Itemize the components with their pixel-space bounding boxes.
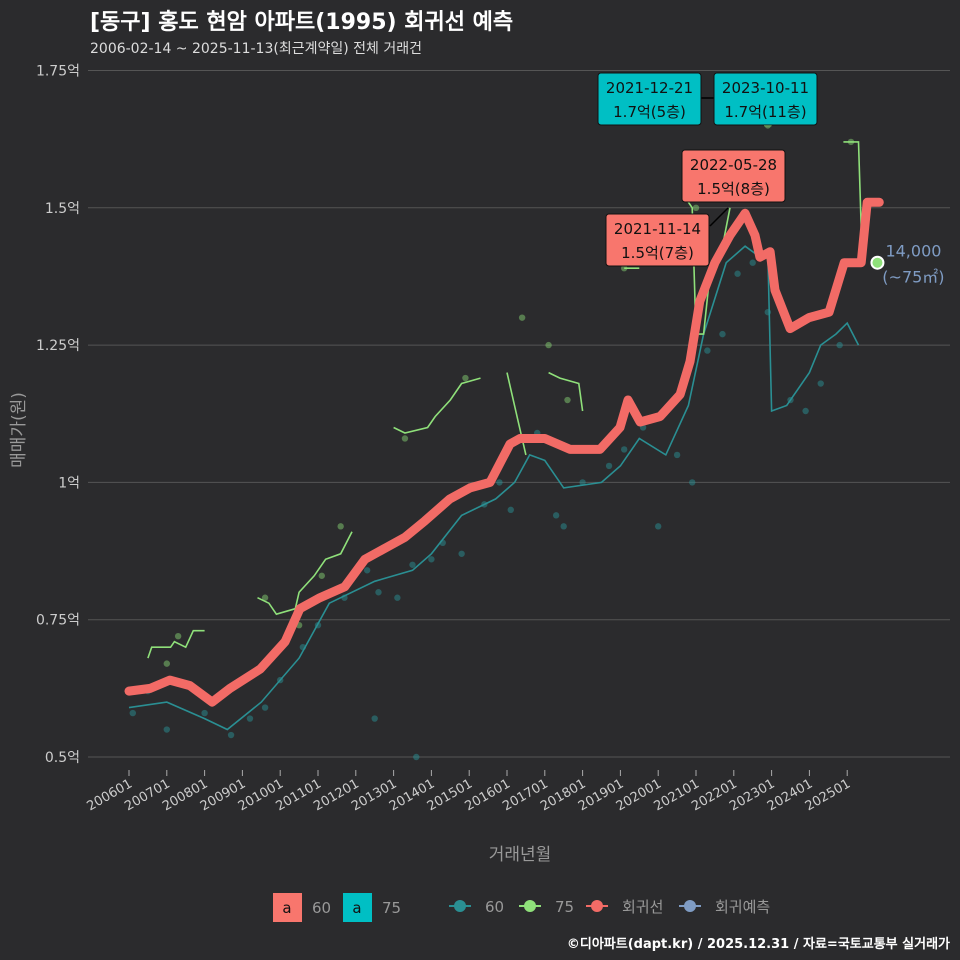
point-60	[371, 715, 378, 722]
legend-label: 75	[555, 898, 574, 916]
regression-line	[124, 197, 884, 707]
point-75	[337, 523, 344, 530]
annotation-date: 2021-11-14	[614, 220, 701, 238]
prediction-point	[870, 255, 885, 270]
point-60	[394, 594, 401, 601]
point-60	[246, 715, 254, 722]
x-axis-label: 거래년월	[489, 845, 552, 865]
point-60	[261, 704, 269, 711]
legend-label-75: 75	[382, 899, 401, 917]
y-tick-label: 1억	[58, 475, 80, 491]
point-75	[462, 374, 469, 382]
point-60	[579, 479, 586, 486]
point-75	[545, 341, 552, 349]
point-60	[704, 347, 711, 354]
prediction-label: 14,000	[885, 242, 941, 261]
point-60	[363, 567, 371, 574]
point-75	[564, 396, 571, 404]
line-75	[257, 531, 353, 616]
point-60	[802, 407, 809, 415]
annotation-text: 1.5억(7층)	[621, 244, 694, 262]
annotation-box	[681, 149, 786, 203]
legend-key-glyph: a	[352, 899, 361, 917]
y-tick-label: 1.25억	[36, 338, 80, 354]
point-75	[163, 660, 170, 667]
annotation-text: 1.7억(11층)	[724, 103, 806, 121]
point-60	[836, 341, 843, 349]
point-60	[163, 726, 170, 733]
line-60	[128, 245, 860, 731]
annotation-date: 2021-12-21	[606, 79, 693, 97]
point-60	[227, 731, 235, 739]
point-60	[201, 709, 208, 717]
annotation-box	[605, 213, 710, 267]
legend-point-key	[454, 900, 466, 912]
point-60	[817, 380, 824, 387]
point-60	[719, 330, 726, 338]
legend-key-glyph: a	[282, 899, 291, 917]
point-75	[318, 572, 325, 579]
legend-label: 회귀선	[622, 898, 663, 916]
y-tick-label: 0.75억	[36, 613, 80, 629]
prediction-sublabel: (~75㎡)	[882, 268, 944, 287]
annotation-date: 2022-05-28	[690, 156, 777, 174]
annotation-date: 2023-10-11	[722, 79, 809, 97]
point-75	[620, 265, 628, 272]
line-75	[147, 629, 205, 659]
legend-label: 60	[485, 898, 504, 916]
legend-point-key	[684, 900, 696, 912]
annotation-text: 1.7억(5층)	[613, 103, 686, 121]
point-75	[518, 314, 526, 321]
legend-label-60: 60	[312, 899, 331, 917]
point-60	[655, 523, 662, 530]
line-75	[548, 371, 584, 412]
point-60	[129, 709, 136, 717]
legend-key-60-box	[273, 893, 302, 922]
caption: ©디아파트(dapt.kr) / 2025.12.31 / 자료=국토교통부 실…	[566, 937, 950, 952]
legend-label: 회귀예측	[715, 898, 770, 916]
point-75	[174, 632, 182, 640]
legend-point-key	[591, 900, 603, 912]
point-60	[560, 523, 567, 530]
point-60	[496, 479, 503, 486]
legend-point-key	[524, 900, 536, 912]
annotation-box	[597, 72, 702, 126]
point-75	[261, 594, 269, 601]
point-60	[428, 556, 435, 563]
point-60	[734, 270, 741, 277]
y-tick-label: 1.5억	[45, 201, 80, 217]
point-75	[401, 435, 409, 442]
y-axis-label: 매매가(원)	[9, 392, 29, 468]
annotation-box	[713, 72, 818, 126]
point-60	[620, 446, 628, 453]
point-60	[673, 451, 681, 459]
legend-key-75-box	[343, 893, 372, 922]
point-60	[689, 479, 696, 486]
y-tick-label: 0.5억	[45, 750, 80, 766]
point-60	[375, 589, 382, 596]
line-75	[506, 372, 527, 456]
chart-title: [동구] 홍도 현암 아파트(1995) 회귀선 예측	[90, 10, 514, 35]
point-60	[409, 561, 416, 568]
annotation-text: 1.5억(8층)	[697, 180, 770, 198]
line-75	[393, 377, 481, 434]
point-60	[413, 753, 420, 761]
point-60	[458, 550, 465, 557]
point-60	[552, 512, 560, 519]
y-tick-label: 1.75억	[36, 64, 80, 80]
point-60	[749, 259, 756, 266]
point-60	[507, 506, 514, 514]
point-60	[605, 462, 613, 470]
point-75	[692, 204, 700, 211]
annotation-connector	[709, 207, 729, 227]
chart-subtitle: 2006-02-14 ~ 2025-11-13(최근계약일) 전체 거래건	[90, 41, 422, 57]
